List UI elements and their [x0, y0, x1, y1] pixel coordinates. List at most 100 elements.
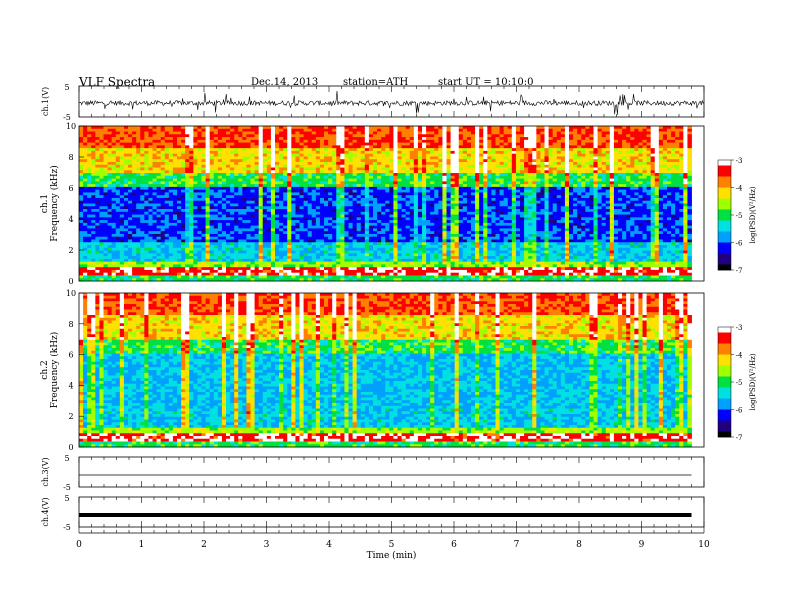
spectrogram-cell [499, 159, 505, 163]
spectrogram-cell [511, 209, 517, 213]
spectrogram-cell [283, 167, 288, 171]
spectrogram-cell [560, 209, 566, 213]
spectrogram-cell [471, 200, 476, 204]
spectrogram-cell [193, 145, 198, 149]
spectrogram-cell [654, 139, 660, 144]
spectrogram-cell [144, 150, 149, 155]
spectrogram-cell [324, 192, 329, 196]
spectrogram-cell [270, 209, 276, 213]
spectrogram-cell [119, 181, 125, 185]
spectrogram-cell [185, 209, 190, 213]
spectrogram-cell [123, 211, 129, 215]
spectrogram-cell [91, 128, 96, 132]
spectrogram-cell [385, 189, 390, 193]
spectrogram-cell [483, 192, 488, 196]
spectrogram-cell [511, 211, 517, 215]
spectrogram-cell [454, 197, 460, 202]
spectrogram-cell [409, 178, 415, 182]
spectrogram-cell [144, 137, 149, 141]
spectrogram-cell [667, 173, 672, 177]
spectrogram-cell [156, 195, 162, 199]
spectrogram-cell [107, 200, 113, 204]
spectrogram-cell [475, 134, 480, 138]
spectrogram-cell [246, 175, 251, 179]
spectrogram-cell [262, 128, 268, 132]
spectrogram-cell [360, 134, 366, 138]
spectrogram-cell [654, 192, 660, 196]
spectrogram-cell [315, 161, 321, 166]
spectrogram-cell [422, 142, 427, 146]
spectrogram-cell [324, 175, 329, 179]
spectrogram-cell [642, 175, 647, 179]
spectrogram-cell [471, 197, 476, 202]
spectrogram-cell [426, 137, 431, 141]
spectrogram-cell [201, 167, 206, 171]
spectrogram-cell [299, 170, 304, 174]
spectrogram-cell [287, 128, 292, 132]
spectrogram-cell [479, 150, 484, 155]
spectrogram-cell [303, 164, 309, 168]
spectrogram-cell [266, 134, 272, 138]
spectrogram-cell [532, 142, 537, 146]
spectrogram-cell [658, 211, 664, 215]
spectrogram-cell [258, 170, 264, 174]
spectrogram-cell [417, 211, 423, 215]
spectrogram-cell [389, 167, 394, 171]
spectrogram-cell [344, 209, 349, 213]
spectrogram-cell [136, 145, 141, 149]
spectrogram-cell [654, 159, 660, 163]
spectrogram-cell [638, 175, 643, 179]
spectrogram-cell [79, 139, 84, 144]
spectrogram-cell [581, 131, 586, 135]
spectrogram-cell [622, 131, 627, 135]
spectrogram-cell [413, 195, 419, 199]
spectrogram-cell [454, 175, 460, 179]
spectrogram-cell [556, 150, 562, 155]
spectrogram-cell [340, 137, 345, 141]
spectrogram-cell [458, 128, 464, 132]
spectrogram-cell [650, 206, 656, 210]
spectrogram-cell [132, 134, 137, 138]
spectrogram-cell [544, 164, 549, 168]
spectrogram-cell [262, 184, 268, 188]
spectrogram-cell [483, 167, 488, 171]
spectrogram-cell [303, 148, 309, 152]
spectrogram-cell [201, 189, 206, 193]
spectrogram-cell [434, 170, 439, 174]
spectrogram-cell [385, 203, 390, 207]
spectrogram-cell [266, 126, 272, 130]
spectrogram-cell [622, 139, 627, 144]
spectrogram-cell [160, 175, 166, 179]
spectrogram-cell [601, 126, 607, 130]
spectrogram-cell [95, 197, 100, 202]
spectrogram-cell [348, 178, 353, 182]
spectrogram-cell [242, 139, 247, 144]
spectrogram-cell [650, 181, 656, 185]
spectrogram-cell [503, 134, 509, 138]
spectrogram-cell [336, 197, 341, 202]
spectrogram-cell [332, 197, 337, 202]
spectrogram-cell [511, 134, 517, 138]
spectrogram-cell [593, 203, 598, 207]
spectrogram-cell [283, 184, 288, 188]
spectrogram-cell [250, 173, 255, 177]
spectrogram-cell [573, 139, 578, 144]
spectrogram-cell [671, 167, 676, 171]
spectrogram-cell [230, 142, 235, 146]
spectrogram-cell [226, 148, 231, 152]
spectrogram-cell [275, 128, 280, 132]
spectrogram-cell [585, 178, 590, 182]
spectrogram-cell [540, 137, 545, 141]
spectrogram-cell [462, 195, 468, 199]
spectrogram-cell [381, 206, 386, 210]
spectrogram-cell [564, 137, 570, 141]
spectrogram-cell [254, 211, 260, 215]
spectrogram-cell [585, 153, 590, 157]
spectrogram-cell [662, 131, 668, 135]
spectrogram-cell [422, 167, 427, 171]
spectrogram-cell [324, 150, 329, 155]
spectrogram-cell [462, 137, 468, 141]
spectrogram-cell [221, 148, 227, 152]
spectrogram-cell [307, 128, 313, 132]
spectrogram-cell [205, 167, 211, 171]
